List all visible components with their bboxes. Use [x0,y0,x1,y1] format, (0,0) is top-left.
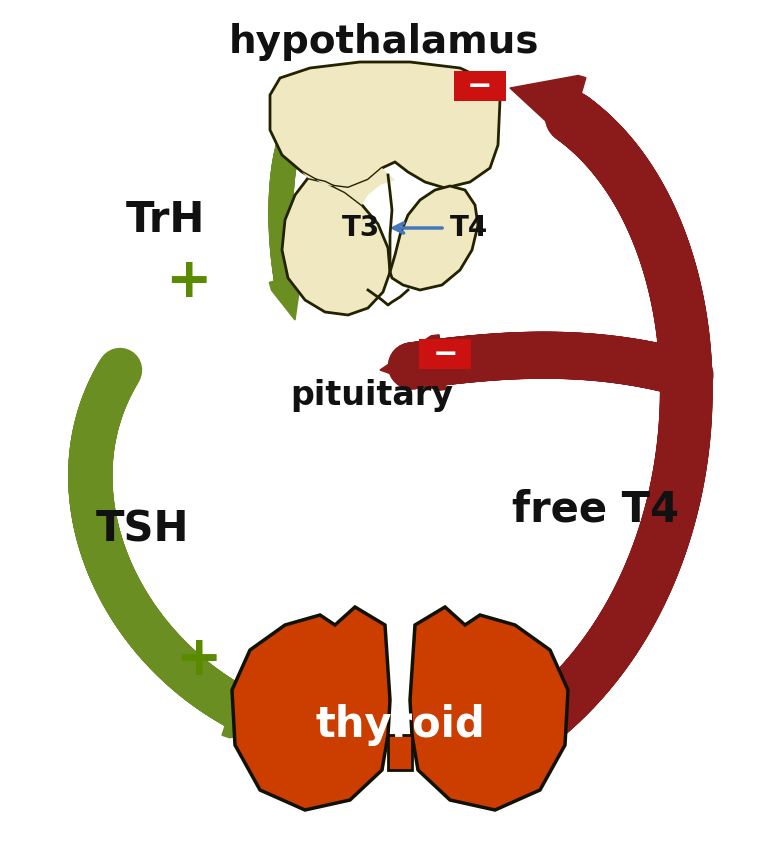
Polygon shape [282,178,390,315]
Polygon shape [270,62,500,188]
Text: T4: T4 [450,214,488,242]
Text: +: + [175,633,221,687]
Text: free T4: free T4 [511,489,678,531]
Polygon shape [222,686,290,738]
Text: T3: T3 [342,214,380,242]
Text: +: + [165,255,211,309]
Polygon shape [410,607,568,810]
FancyBboxPatch shape [419,339,471,369]
FancyBboxPatch shape [454,71,506,101]
Polygon shape [390,186,478,290]
Text: TrH: TrH [125,199,205,241]
Polygon shape [388,735,412,770]
Text: −: − [467,71,493,100]
Text: hypothalamus: hypothalamus [229,23,539,61]
Polygon shape [302,168,395,205]
Polygon shape [380,335,446,391]
Polygon shape [270,274,300,320]
Text: −: − [432,340,458,368]
Text: pituitary: pituitary [290,379,453,412]
Text: TSH: TSH [95,509,189,551]
Text: thyroid: thyroid [315,704,485,746]
Polygon shape [510,76,586,138]
Polygon shape [232,607,390,810]
